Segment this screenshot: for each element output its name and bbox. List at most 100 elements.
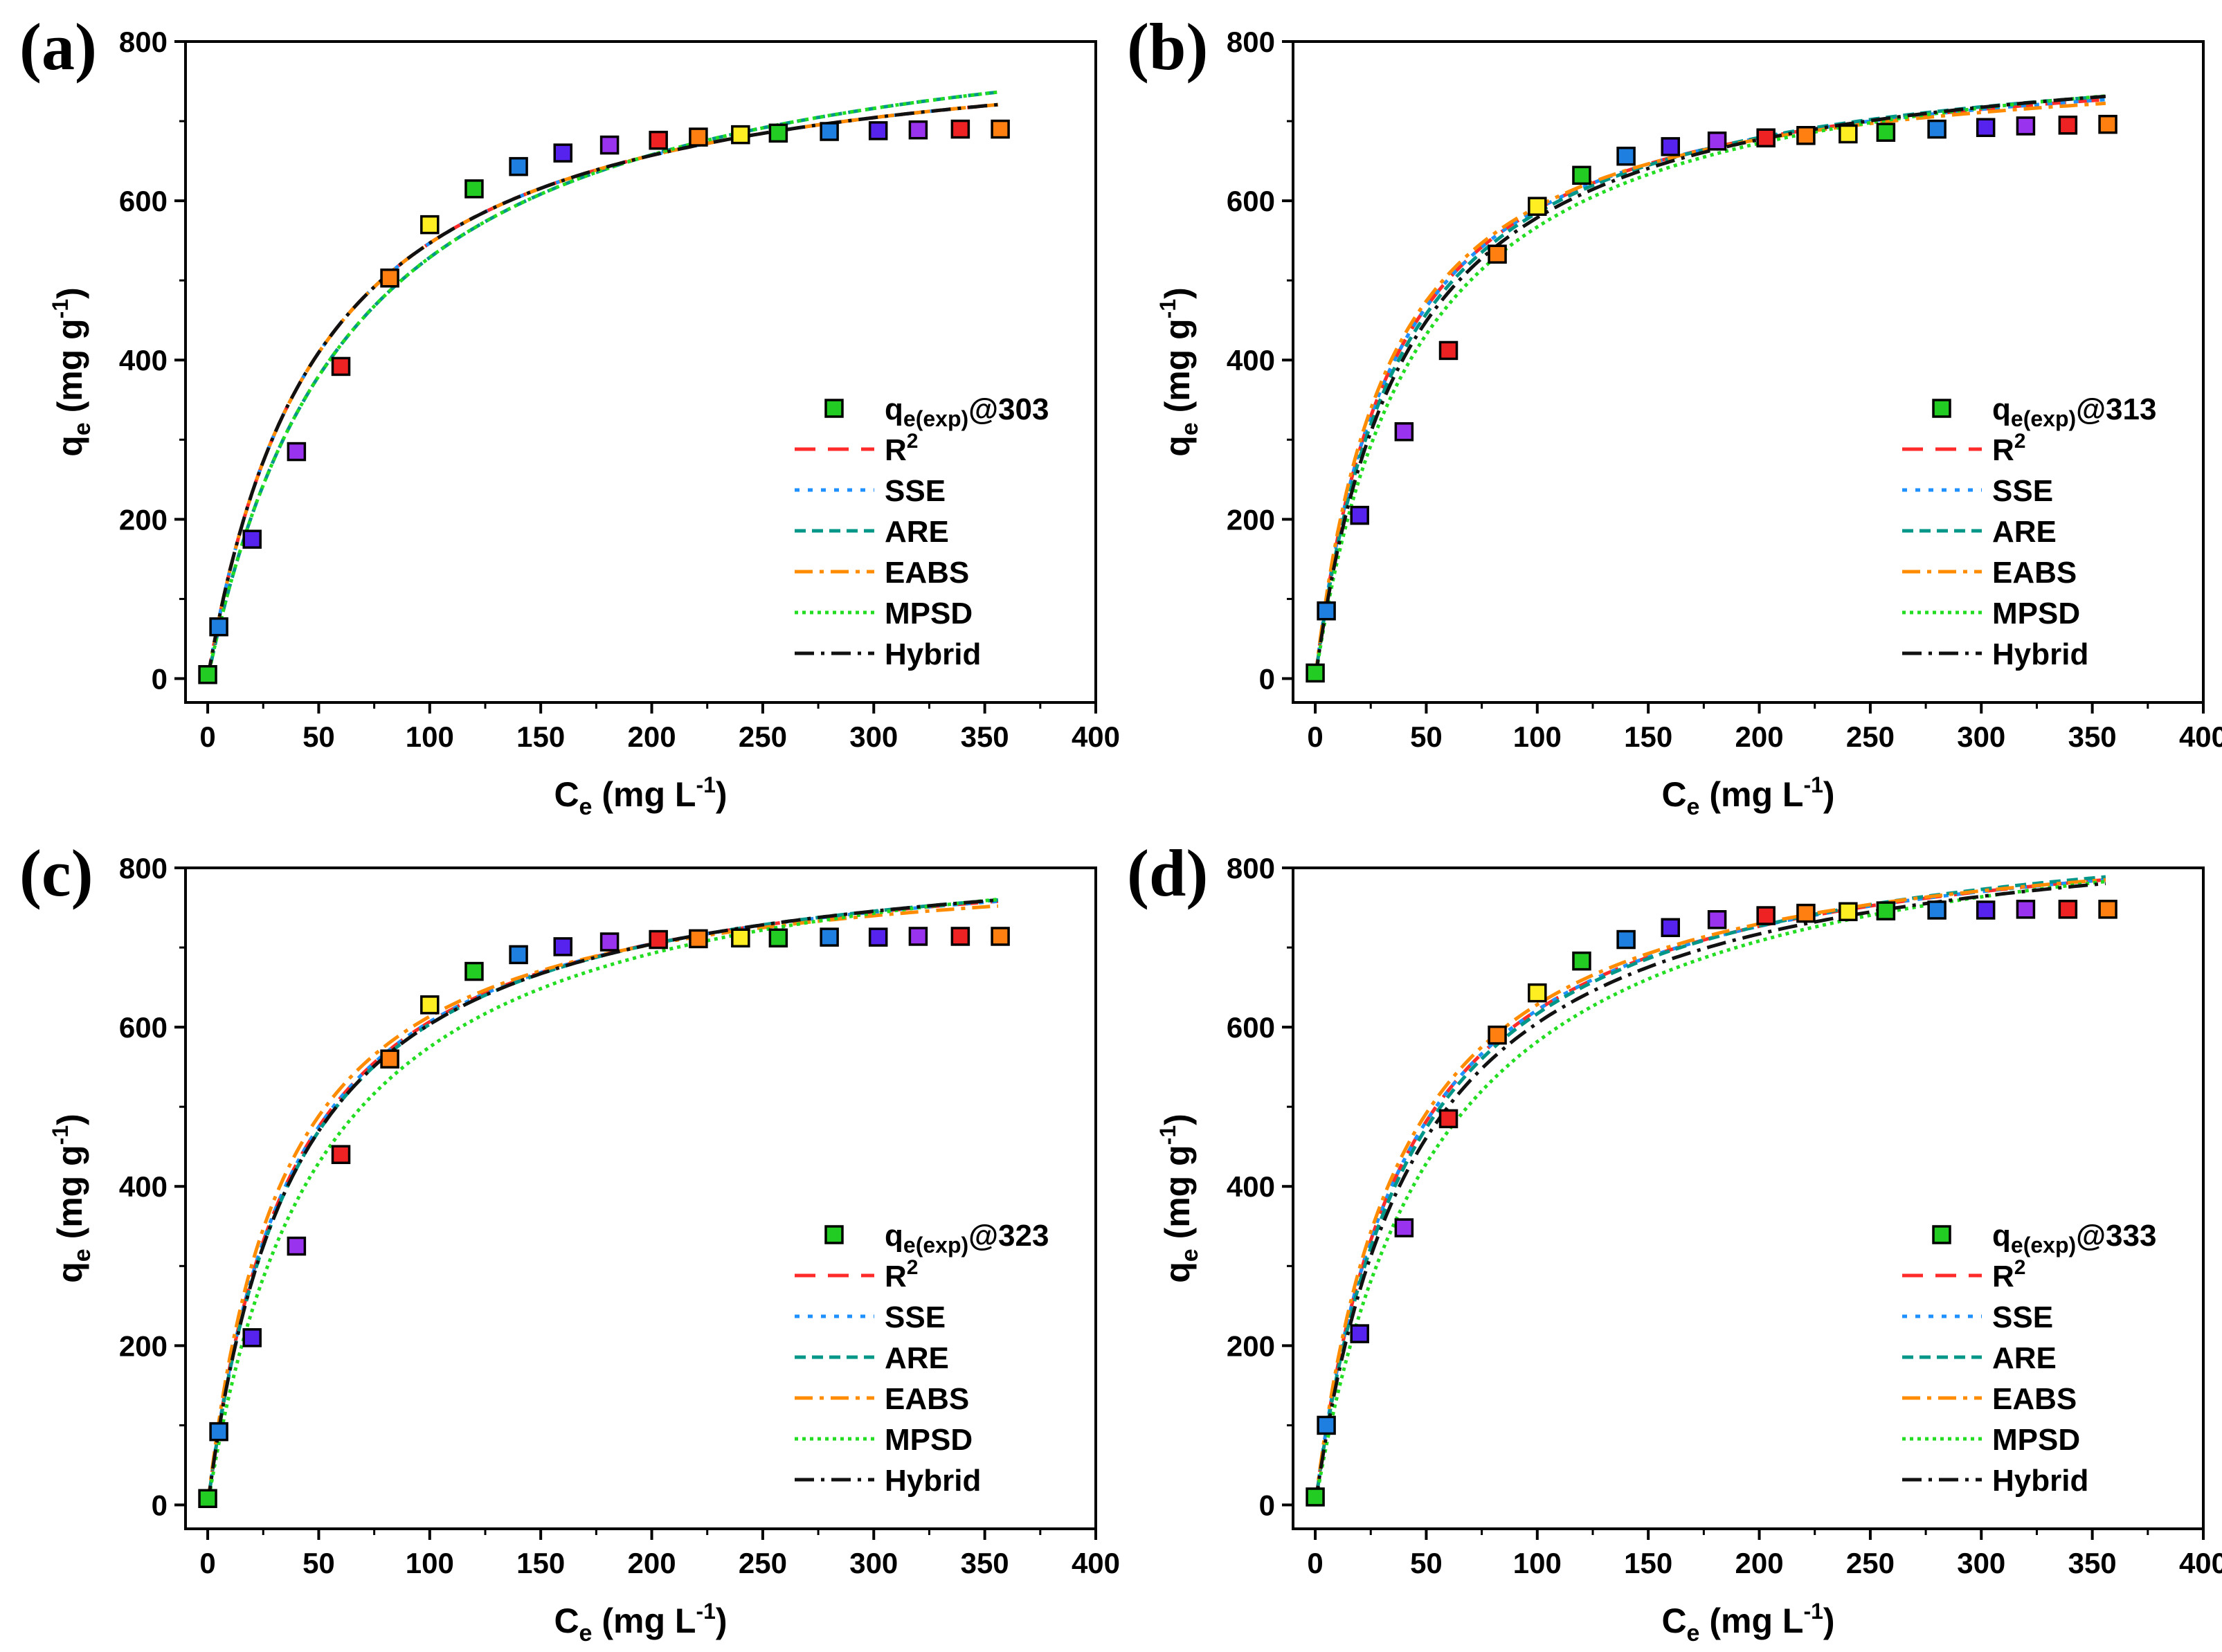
- data-point: [1306, 1487, 1325, 1507]
- x-tick-label: 200: [627, 1547, 676, 1579]
- legend-label-sse: SSE: [1992, 1300, 2053, 1334]
- data-point: [1394, 422, 1414, 442]
- data-point: [689, 127, 708, 147]
- data-point: [464, 179, 484, 199]
- plot-frame: [184, 866, 1097, 1530]
- legend-label-exp: qe(exp)@333: [1992, 1219, 2156, 1258]
- data-point: [553, 937, 572, 956]
- data-point: [420, 215, 440, 235]
- data-point: [1796, 903, 1816, 923]
- legend-label-mpsd: MPSD: [1992, 1423, 2080, 1457]
- data-point: [908, 927, 928, 946]
- y-tick-label: 400: [119, 1170, 168, 1203]
- x-axis-title: Ce (mg L-1): [1661, 772, 1834, 820]
- data-point: [1394, 1218, 1414, 1237]
- legend-label-are: ARE: [885, 515, 949, 549]
- data-point: [1756, 128, 1776, 147]
- x-tick-label: 0: [1307, 720, 1323, 753]
- x-tick-label: 100: [1513, 1547, 1562, 1579]
- data-point: [820, 122, 839, 141]
- data-point: [731, 928, 750, 948]
- data-point: [331, 356, 351, 376]
- x-tick-label: 350: [961, 720, 1009, 753]
- legend-marker: [824, 399, 844, 418]
- chart-panel-1: (a) 0 50 100 150 200 250 300 350 400 0 200 400 600 800…: [19, 10, 1120, 820]
- y-tick-label: 0: [152, 1489, 168, 1521]
- legend-marker: [1932, 399, 1951, 418]
- x-axis-title: Ce (mg L-1): [554, 1599, 727, 1646]
- x-tick-label: 350: [961, 1547, 1009, 1579]
- y-tick-label: 800: [119, 26, 168, 58]
- data-point: [209, 1422, 228, 1442]
- data-point: [1876, 901, 1896, 920]
- data-point: [1572, 165, 1591, 185]
- data-point: [2016, 116, 2036, 136]
- y-tick-label: 800: [1227, 26, 1275, 58]
- y-tick-label: 400: [1227, 1170, 1275, 1203]
- data-point: [420, 995, 440, 1015]
- data-point: [1839, 124, 1858, 144]
- x-tick-label: 300: [1957, 720, 2005, 753]
- data-point: [768, 928, 788, 948]
- data-point: [1976, 118, 1996, 138]
- data-point: [1306, 663, 1325, 683]
- x-tick-label: 300: [1957, 1547, 2005, 1579]
- data-point: [1661, 137, 1680, 156]
- data-point: [1616, 929, 1636, 950]
- x-tick-label: 100: [406, 1547, 454, 1579]
- curve-hybrid: [1313, 94, 2106, 679]
- plot-frame: [1292, 40, 2205, 704]
- x-tick-label: 50: [302, 720, 335, 753]
- data-point: [908, 120, 928, 140]
- data-point: [1616, 146, 1636, 166]
- plot-frame: [184, 40, 1097, 704]
- data-point: [1438, 1109, 1458, 1129]
- data-point: [599, 135, 620, 155]
- legend-label-exp: qe(exp)@303: [885, 392, 1049, 431]
- chart-panel-2: (b) 0 50 100 150 200 250 300 350 400 0 200 400 600 800…: [1127, 10, 2222, 820]
- x-tick-label: 0: [1307, 1547, 1323, 1579]
- x-tick-label: 100: [1513, 720, 1562, 753]
- x-tick-label: 400: [1072, 720, 1120, 753]
- legend-label-are: ARE: [1992, 515, 2057, 549]
- legend-label-hybrid: Hybrid: [1992, 637, 2088, 671]
- legend-label-exp: qe(exp)@313: [1992, 392, 2156, 431]
- data-point: [768, 123, 788, 143]
- y-tick-label: 0: [152, 662, 168, 695]
- data-point: [1438, 341, 1458, 361]
- y-tick-label: 400: [119, 344, 168, 376]
- curve-mpsd: [206, 90, 999, 680]
- y-tick-label: 600: [119, 1011, 168, 1044]
- chart-panel-3: (c) 0 50 100 150 200 250 300 350 400 0 200 400 600 800…: [19, 836, 1120, 1646]
- data-point: [380, 268, 399, 288]
- curve-mpsd: [1313, 94, 2106, 679]
- data-point: [868, 927, 888, 947]
- legend-label-mpsd: MPSD: [885, 597, 973, 630]
- data-point: [287, 1236, 307, 1256]
- x-tick-label: 400: [2179, 720, 2222, 753]
- y-tick-label: 600: [1227, 1011, 1275, 1044]
- data-point: [1976, 900, 1996, 920]
- data-point: [2098, 900, 2117, 919]
- x-tick-label: 200: [1735, 1547, 1783, 1579]
- legend-label-are: ARE: [1992, 1341, 2057, 1375]
- curve-hybrid: [206, 102, 999, 679]
- x-tick-label: 50: [1410, 720, 1443, 753]
- data-point: [509, 945, 528, 965]
- data-point: [464, 961, 484, 981]
- data-point: [287, 442, 307, 462]
- panel-label: (a): [19, 10, 97, 84]
- data-point: [1756, 906, 1776, 925]
- x-tick-label: 350: [2068, 1547, 2117, 1579]
- legend-label-exp: qe(exp)@323: [885, 1219, 1049, 1258]
- data-point: [331, 1145, 351, 1164]
- data-point: [1796, 126, 1816, 145]
- legend-label-r2: R2: [1992, 430, 2025, 467]
- data-point: [950, 119, 970, 139]
- data-point: [1707, 910, 1727, 929]
- chart-panel-4: (d) 0 50 100 150 200 250 300 350 400 0 200 400 600 800…: [1127, 836, 2222, 1646]
- y-tick-label: 600: [1227, 185, 1275, 217]
- data-point: [380, 1049, 399, 1069]
- legend-label-are: ARE: [885, 1341, 949, 1375]
